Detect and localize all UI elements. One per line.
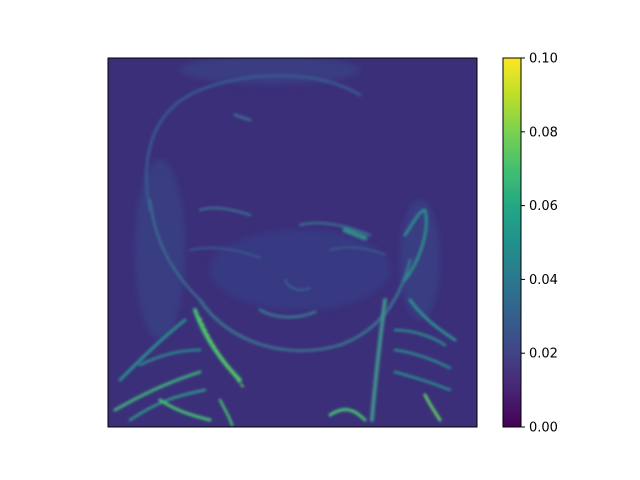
colorbar-tick-label: 0.00 [529, 421, 558, 436]
colorbar-tick-label: 0.10 [529, 52, 558, 67]
colorbar-tick-label: 0.06 [529, 199, 558, 214]
colorbar-gradient [502, 57, 522, 428]
heatmap-image [108, 58, 477, 427]
heatmap-edges-collar [113, 298, 457, 427]
image-frame [107, 57, 478, 428]
colorbar-tick-label: 0.04 [529, 273, 558, 288]
colorbar-ticks: 0.00 0.02 0.04 0.06 0.08 0.10 [521, 52, 558, 436]
colorbar: 0.00 0.02 0.04 0.06 0.08 0.10 [502, 52, 558, 436]
heatmap-edges-face [145, 74, 428, 353]
colorbar-tick-label: 0.08 [529, 125, 558, 140]
colorbar-tick-label: 0.02 [529, 347, 558, 362]
